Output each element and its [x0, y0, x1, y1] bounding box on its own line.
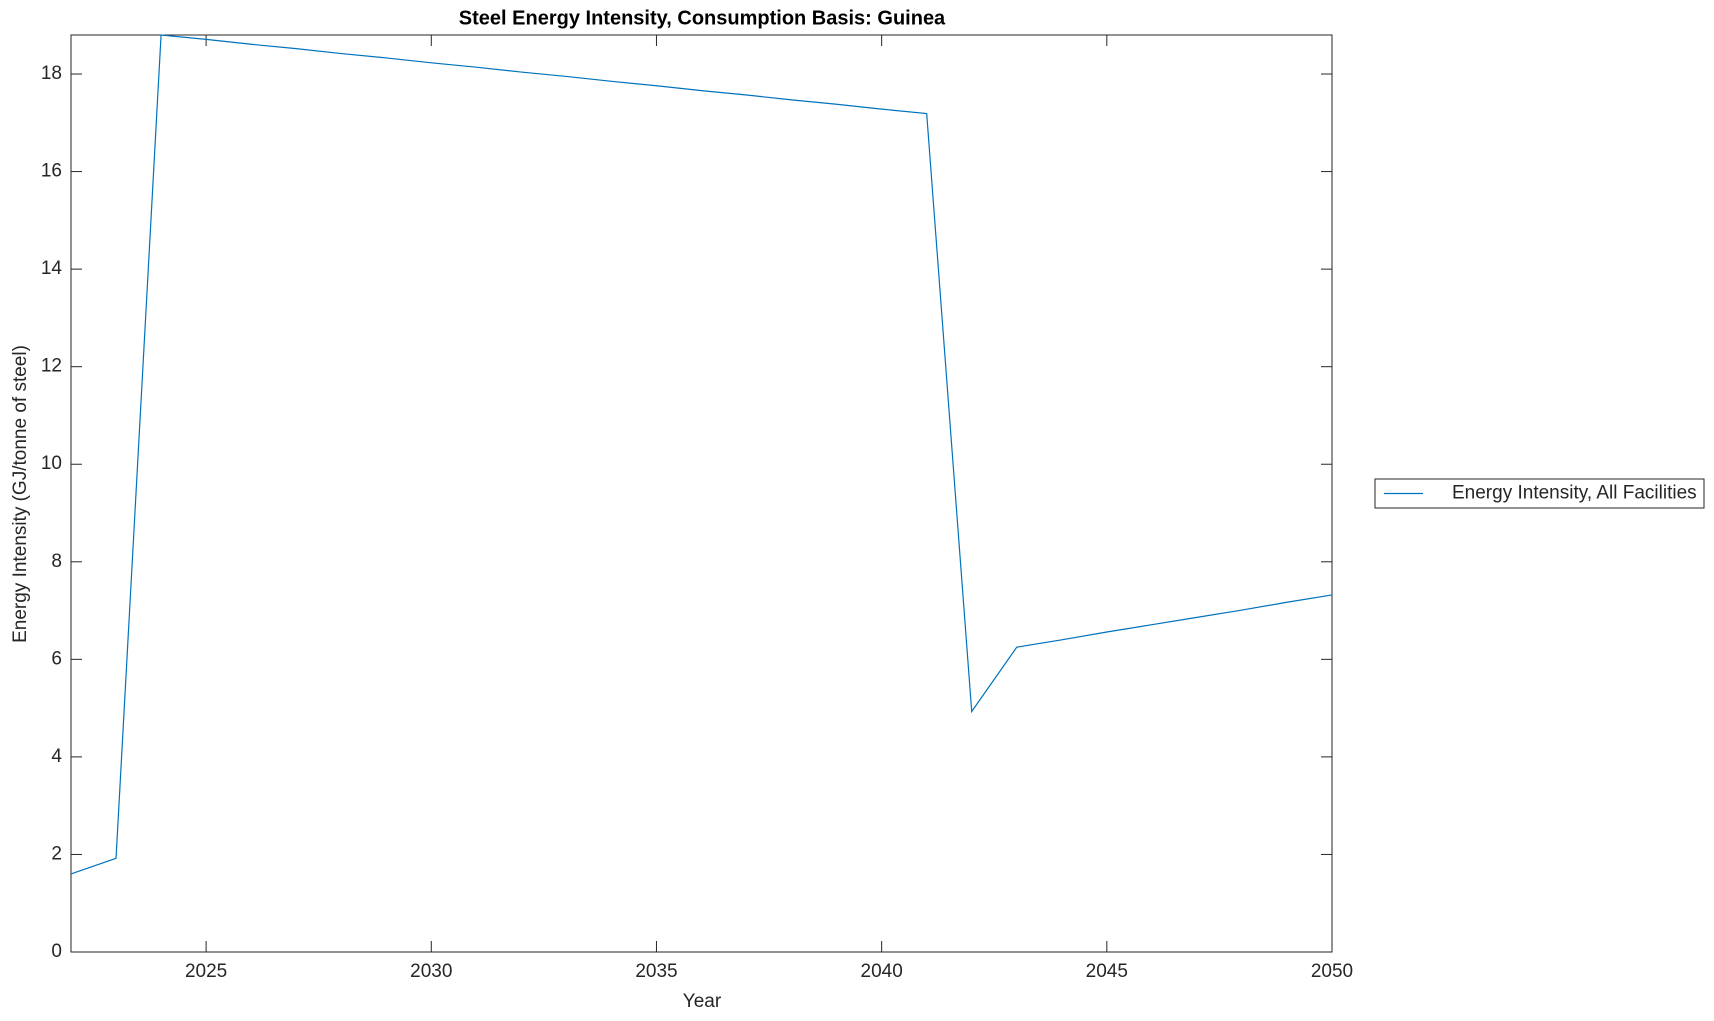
- y-tick-label: 0: [51, 941, 62, 962]
- y-tick-label: 16: [41, 161, 62, 182]
- y-tick-label: 4: [51, 746, 62, 767]
- y-tick-label: 6: [51, 648, 62, 669]
- y-tick-label: 18: [41, 63, 62, 84]
- y-tick-label: 10: [41, 453, 62, 474]
- x-axis-label: Year: [683, 991, 722, 1012]
- y-tick-label: 2: [51, 843, 62, 864]
- x-tick-label: 2025: [185, 961, 227, 982]
- y-tick-label: 14: [41, 258, 63, 279]
- x-tick-label: 2040: [861, 961, 903, 982]
- x-tick-label: 2050: [1311, 961, 1353, 982]
- y-tick-label: 8: [51, 551, 62, 572]
- y-axis-label: Energy Intensity (GJ/tonne of steel): [10, 345, 31, 643]
- data-line: [70, 34, 1333, 875]
- chart-title: Steel Energy Intensity, Consumption Basi…: [459, 7, 946, 29]
- legend-label: Energy Intensity, All Facilities: [1452, 483, 1697, 504]
- y-tick-label: 12: [41, 356, 62, 377]
- x-tick-label: 2035: [635, 961, 677, 982]
- x-tick-label: 2030: [410, 961, 452, 982]
- x-tick-label: 2045: [1086, 961, 1128, 982]
- legend-box: [1374, 478, 1705, 509]
- plot-area: [70, 34, 1333, 953]
